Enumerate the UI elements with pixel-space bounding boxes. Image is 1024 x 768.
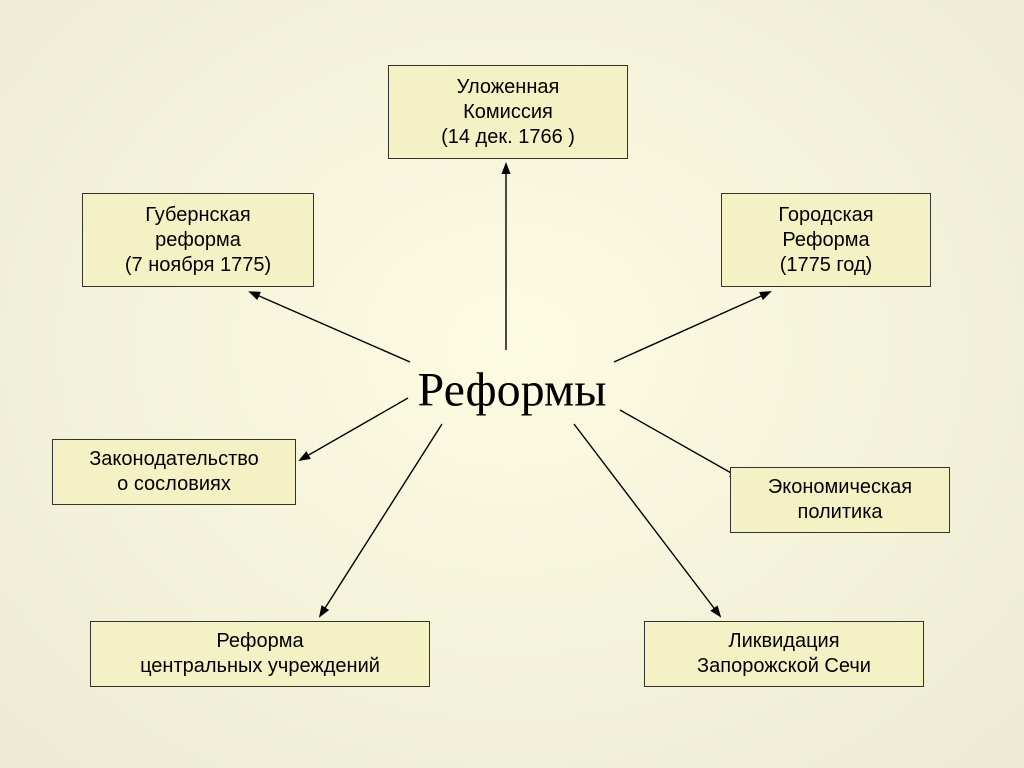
node-label: Ликвидация Запорожской Сечи	[697, 629, 871, 679]
node-label: Законодательство о сословиях	[89, 447, 259, 497]
node-label: Уложенная Комиссия (14 дек. 1766 )	[441, 75, 575, 150]
diagram-center-title: Реформы	[418, 363, 607, 418]
node-zaporizhian: Ликвидация Запорожской Сечи	[644, 621, 924, 687]
node-economic: Экономическая политика	[730, 467, 950, 533]
node-centralref: Реформа центральных учреждений	[90, 621, 430, 687]
node-label: Экономическая политика	[768, 475, 912, 525]
node-label: Губернская реформа (7 ноября 1775)	[125, 203, 271, 278]
node-label: Реформа центральных учреждений	[140, 629, 380, 679]
node-provincial: Губернская реформа (7 ноября 1775)	[82, 193, 314, 287]
node-legislation: Законодательство о сословиях	[52, 439, 296, 505]
node-label: Городская Реформа (1775 год)	[778, 203, 873, 278]
node-commission: Уложенная Комиссия (14 дек. 1766 )	[388, 65, 628, 159]
node-city: Городская Реформа (1775 год)	[721, 193, 931, 287]
